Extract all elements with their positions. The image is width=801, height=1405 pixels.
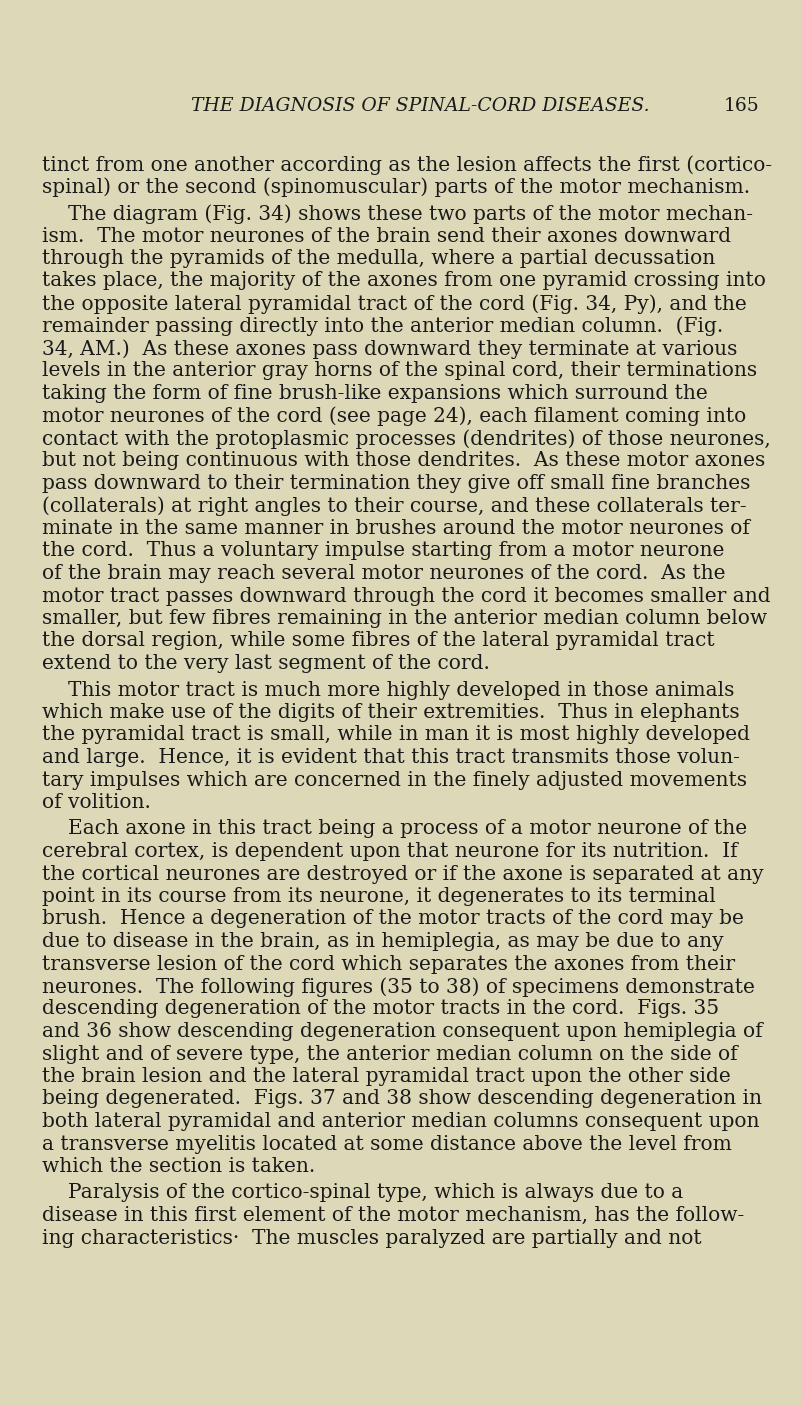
Text: of volition.: of volition. bbox=[42, 792, 151, 812]
Text: being degenerated.  Figs. 37 and 38 show descending degeneration in: being degenerated. Figs. 37 and 38 show … bbox=[42, 1089, 762, 1109]
Text: through the pyramids of the medulla, where a partial decussation: through the pyramids of the medulla, whe… bbox=[42, 249, 715, 268]
Text: contact with the protoplasmic processes (dendrites) of those neurones,: contact with the protoplasmic processes … bbox=[42, 429, 771, 448]
Text: the dorsal region, while some fibres of the lateral pyramidal tract: the dorsal region, while some fibres of … bbox=[42, 631, 714, 651]
Text: the cord.  Thus a voluntary impulse starting from a motor neurone: the cord. Thus a voluntary impulse start… bbox=[42, 541, 724, 561]
Text: a transverse myelitis located at some distance above the level from: a transverse myelitis located at some di… bbox=[42, 1134, 732, 1154]
Text: minate in the same manner in brushes around the motor neurones of: minate in the same manner in brushes aro… bbox=[42, 518, 750, 538]
Text: transverse lesion of the cord which separates the axones from their: transverse lesion of the cord which sepa… bbox=[42, 954, 735, 974]
Text: brush.  Hence a degeneration of the motor tracts of the cord may be: brush. Hence a degeneration of the motor… bbox=[42, 909, 744, 929]
Text: the opposite lateral pyramidal tract of the cord (Fig. 34, Py), and the: the opposite lateral pyramidal tract of … bbox=[42, 294, 747, 313]
Text: point in its course from its neurone, it degenerates to its terminal: point in its course from its neurone, it… bbox=[42, 887, 716, 906]
Text: which make use of the digits of their extremities.  Thus in elephants: which make use of the digits of their ex… bbox=[42, 702, 739, 722]
Text: of the brain may reach several motor neurones of the cord.  As the: of the brain may reach several motor neu… bbox=[42, 563, 726, 583]
Text: motor neurones of the cord (see page 24), each filament coming into: motor neurones of the cord (see page 24)… bbox=[42, 406, 747, 426]
Text: disease in this first element of the motor mechanism, has the follow-: disease in this first element of the mot… bbox=[42, 1205, 744, 1225]
Text: 34, AM.)  As these axones pass downward they terminate at various: 34, AM.) As these axones pass downward t… bbox=[42, 339, 738, 358]
Text: slight and of severe type, the anterior median column on the side of: slight and of severe type, the anterior … bbox=[42, 1044, 738, 1064]
Text: remainder passing directly into the anterior median column.  (Fig.: remainder passing directly into the ante… bbox=[42, 316, 723, 336]
Text: THE DIAGNOSIS OF SPINAL-CORD DISEASES.: THE DIAGNOSIS OF SPINAL-CORD DISEASES. bbox=[191, 97, 650, 115]
Text: spinal) or the second (spinomuscular) parts of the motor mechanism.: spinal) or the second (spinomuscular) pa… bbox=[42, 177, 750, 197]
Text: descending degeneration of the motor tracts in the cord.  Figs. 35: descending degeneration of the motor tra… bbox=[42, 999, 719, 1019]
Text: (collaterals) at right angles to their course, and these collaterals ter-: (collaterals) at right angles to their c… bbox=[42, 496, 747, 516]
Text: Each axone in this tract being a process of a motor neurone of the: Each axone in this tract being a process… bbox=[68, 819, 747, 839]
Text: the cortical neurones are destroyed or if the axone is separated at any: the cortical neurones are destroyed or i… bbox=[42, 864, 763, 884]
Text: motor tract passes downward through the cord it becomes smaller and: motor tract passes downward through the … bbox=[42, 586, 771, 606]
Text: taking the form of fine brush-like expansions which surround the: taking the form of fine brush-like expan… bbox=[42, 384, 708, 403]
Text: which the section is taken.: which the section is taken. bbox=[42, 1156, 316, 1176]
Text: extend to the very last segment of the cord.: extend to the very last segment of the c… bbox=[42, 653, 490, 673]
Text: cerebral cortex, is dependent upon that neurone for its nutrition.  If: cerebral cortex, is dependent upon that … bbox=[42, 842, 738, 861]
Text: tinct from one another according as the lesion affects the first (cortico-: tinct from one another according as the … bbox=[42, 155, 772, 174]
Text: This motor tract is much more highly developed in those animals: This motor tract is much more highly dev… bbox=[68, 680, 735, 700]
Text: but not being continuous with those dendrites.  As these motor axones: but not being continuous with those dend… bbox=[42, 451, 765, 471]
Text: The diagram (Fig. 34) shows these two parts of the motor mechan-: The diagram (Fig. 34) shows these two pa… bbox=[68, 204, 753, 223]
Text: both lateral pyramidal and anterior median columns consequent upon: both lateral pyramidal and anterior medi… bbox=[42, 1111, 759, 1131]
Text: the brain lesion and the lateral pyramidal tract upon the other side: the brain lesion and the lateral pyramid… bbox=[42, 1066, 731, 1086]
Text: due to disease in the brain, as in hemiplegia, as may be due to any: due to disease in the brain, as in hemip… bbox=[42, 932, 723, 951]
Text: pass downward to their termination they give off small fine branches: pass downward to their termination they … bbox=[42, 473, 751, 493]
Text: neurones.  The following figures (35 to 38) of specimens demonstrate: neurones. The following figures (35 to 3… bbox=[42, 976, 755, 996]
Text: levels in the anterior gray horns of the spinal cord, their terminations: levels in the anterior gray horns of the… bbox=[42, 361, 757, 381]
Text: ing characteristics·  The muscles paralyzed are partially and not: ing characteristics· The muscles paralyz… bbox=[42, 1228, 702, 1248]
Text: ism.  The motor neurones of the brain send their axones downward: ism. The motor neurones of the brain sen… bbox=[42, 226, 731, 246]
Text: takes place, the majority of the axones from one pyramid crossing into: takes place, the majority of the axones … bbox=[42, 271, 766, 291]
Text: 165: 165 bbox=[724, 97, 760, 115]
Text: and 36 show descending degeneration consequent upon hemiplegia of: and 36 show descending degeneration cons… bbox=[42, 1021, 763, 1041]
Text: tary impulses which are concerned in the finely adjusted movements: tary impulses which are concerned in the… bbox=[42, 770, 747, 790]
Text: Paralysis of the cortico-spinal type, which is always due to a: Paralysis of the cortico-spinal type, wh… bbox=[68, 1183, 683, 1203]
Text: and large.  Hence, it is evident that this tract transmits those volun-: and large. Hence, it is evident that thi… bbox=[42, 747, 740, 767]
Text: smaller, but few fibres remaining in the anterior median column below: smaller, but few fibres remaining in the… bbox=[42, 608, 767, 628]
Text: the pyramidal tract is small, while in man it is most highly developed: the pyramidal tract is small, while in m… bbox=[42, 725, 750, 745]
